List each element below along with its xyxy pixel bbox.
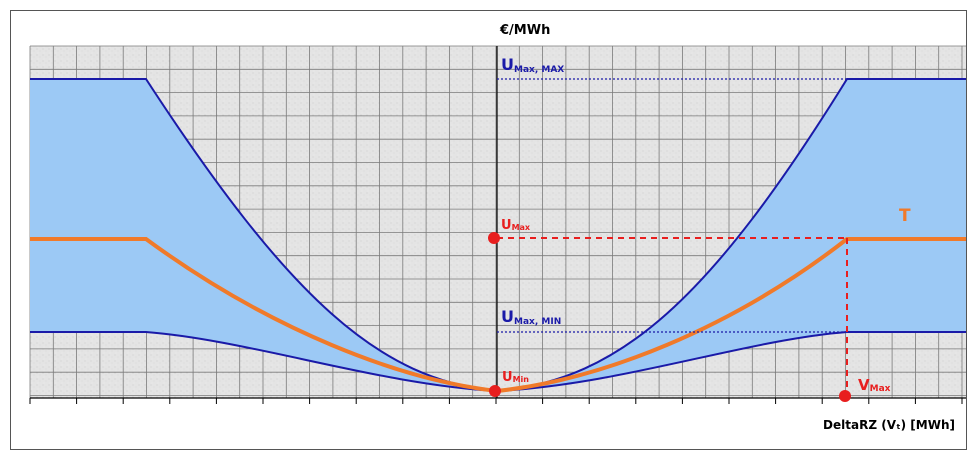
vmax-label-sub: Max [870,384,891,394]
umaxmax-label: UMax, MAX [501,55,564,75]
umin-label-main: U [502,370,513,385]
umaxmin-label: UMax, MIN [501,307,561,327]
umaxmax-label-main: U [501,55,514,74]
umax-label-sub: Max [512,223,531,232]
x-axis-label: DeltaRZ (Vₜ) [MWh] [823,418,955,432]
umax-label: UMax [501,218,531,233]
umaxmin-label-main: U [501,307,514,326]
vmax-label: VMax [858,376,891,394]
umax-marker [488,232,500,244]
umin-marker [489,385,501,397]
umin-label-sub: Min [513,375,530,384]
t-curve-label: T [899,206,911,226]
vmax-label-main: V [858,376,870,394]
vmax-marker [839,390,851,402]
y-unit-label: €/MWh [499,23,550,38]
umax-label-main: U [501,218,512,233]
x-axis-ticks [29,398,963,404]
band-left [30,79,497,391]
band-right [497,79,966,391]
umaxmax-label-sub: Max, MAX [514,65,564,75]
umin-label: UMin [502,370,529,385]
umaxmin-label-sub: Max, MIN [514,317,561,327]
